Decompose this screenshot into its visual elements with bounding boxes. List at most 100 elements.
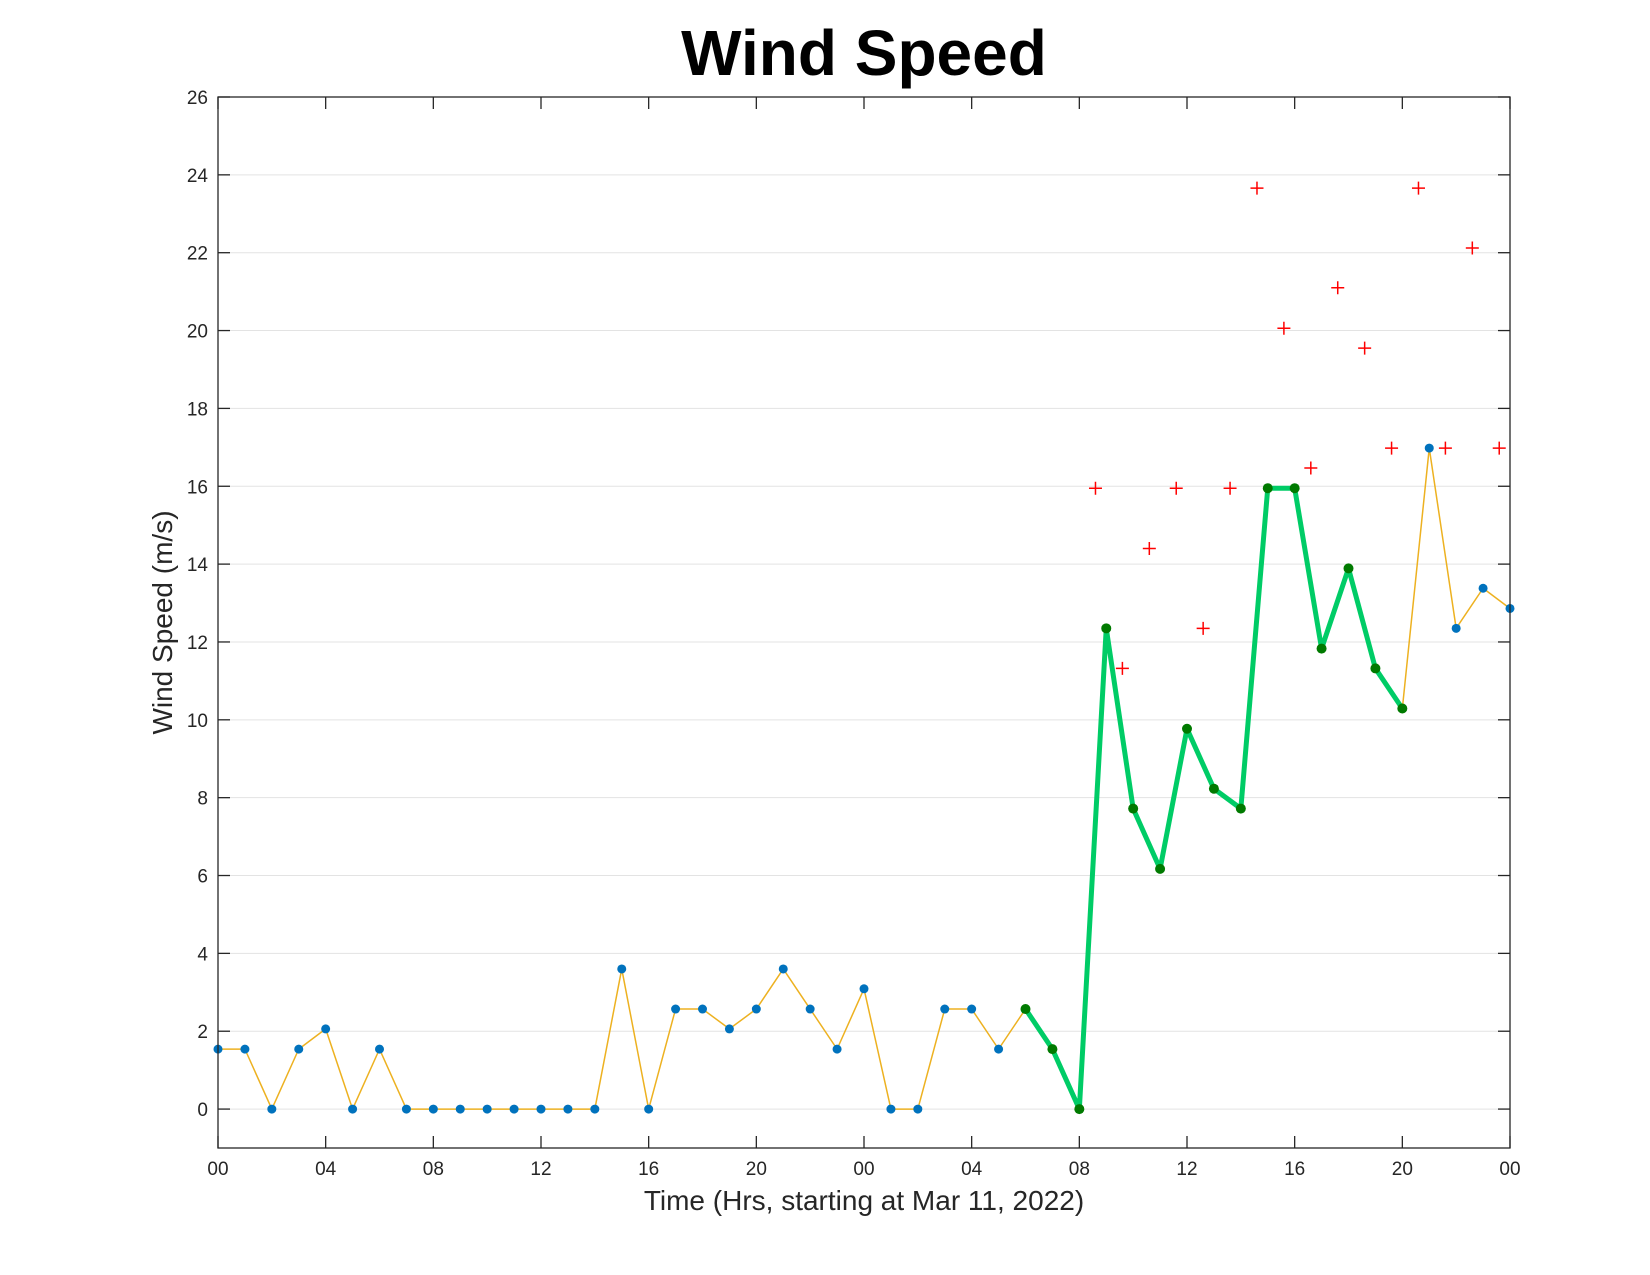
wind-speed-point <box>859 984 869 994</box>
wind-speed-point <box>321 1024 331 1034</box>
highlighted-period-point <box>1182 723 1192 734</box>
highlighted-period-point <box>1074 1104 1085 1115</box>
highlighted-period-point <box>1128 803 1139 814</box>
highlighted-period-point <box>1101 623 1112 634</box>
highlighted-period-point <box>1235 803 1246 814</box>
highlighted-period-point <box>1262 483 1273 494</box>
x-tick-label: 16 <box>1284 1159 1305 1180</box>
x-tick-label: 20 <box>746 1159 767 1180</box>
wind-speed-point <box>375 1044 384 1054</box>
highlighted-period-point <box>1316 643 1327 654</box>
x-tick-label: 08 <box>1069 1159 1090 1180</box>
highlighted-period-point <box>1047 1044 1058 1055</box>
wind-speed-point <box>240 1044 250 1054</box>
gust-marker <box>1411 181 1425 195</box>
wind-speed-point <box>751 1004 761 1014</box>
y-tick-label: 10 <box>187 711 208 732</box>
gust-marker <box>1358 341 1372 355</box>
wind-speed-point <box>913 1104 923 1114</box>
gust-marker <box>1492 441 1506 455</box>
wind-speed-point <box>778 964 788 974</box>
y-tick-label: 16 <box>187 477 208 498</box>
y-tick-label: 26 <box>187 88 208 109</box>
wind-speed-point <box>401 1104 411 1114</box>
highlighted-period-point <box>1343 563 1354 574</box>
wind-speed-point <box>644 1104 654 1114</box>
gust-marker <box>1277 321 1291 335</box>
wind-speed-point <box>994 1044 1004 1054</box>
y-tick-label: 24 <box>187 166 209 187</box>
highlighted-period-point <box>1155 863 1166 874</box>
wind-speed-point <box>940 1004 950 1014</box>
wind-speed-point <box>455 1104 465 1114</box>
gust-marker <box>1169 481 1183 495</box>
wind-speed-point <box>805 1004 815 1014</box>
wind-speed-point <box>671 1004 681 1014</box>
wind-speed-point <box>1424 443 1434 453</box>
wind-speed-point <box>886 1104 896 1114</box>
highlighted-period-point <box>1397 703 1408 714</box>
gust-marker <box>1088 481 1102 495</box>
chart-title: Wind Speed <box>681 17 1047 89</box>
x-tick-label: 16 <box>638 1159 659 1180</box>
highlighted-period-point <box>1289 483 1300 494</box>
x-tick-label: 00 <box>853 1159 874 1180</box>
wind-speed-point <box>563 1104 573 1114</box>
wind-speed-point <box>1451 623 1461 633</box>
x-tick-label: 04 <box>315 1159 337 1180</box>
x-tick-label: 20 <box>1392 1159 1413 1180</box>
wind-speed-point <box>617 964 627 974</box>
wind-speed-point <box>348 1104 358 1114</box>
x-tick-label: 04 <box>961 1159 983 1180</box>
y-tick-label: 22 <box>187 244 208 265</box>
gust-marker <box>1331 281 1345 295</box>
x-tick-label: 12 <box>530 1159 551 1180</box>
wind-speed-point <box>482 1104 492 1114</box>
x-tick-label: 12 <box>1176 1159 1197 1180</box>
plot-area <box>218 97 1510 1148</box>
y-tick-label: 18 <box>187 399 208 420</box>
wind-speed-point <box>967 1004 977 1014</box>
y-tick-label: 2 <box>197 1022 208 1043</box>
y-tick-label: 14 <box>187 555 209 576</box>
y-tick-label: 12 <box>187 633 208 654</box>
series-layer <box>213 181 1515 1115</box>
gust-marker <box>1115 661 1129 675</box>
gust-marker <box>1142 542 1156 556</box>
wind-speed-point <box>536 1104 546 1114</box>
x-tick-label: 08 <box>423 1159 444 1180</box>
highlighted-period-series <box>1020 483 1408 1115</box>
wind-speed-point <box>428 1104 438 1114</box>
x-tick-label: 00 <box>207 1159 228 1180</box>
wind-speed-point <box>832 1044 842 1054</box>
wind-speed-point <box>724 1024 734 1034</box>
y-tick-label: 6 <box>197 867 208 888</box>
grid-lines <box>218 96 1510 1110</box>
wind-speed-point <box>294 1044 304 1054</box>
y-tick-label: 4 <box>197 944 208 965</box>
highlighted-period-point <box>1208 783 1219 794</box>
y-tick-label: 20 <box>187 322 208 343</box>
gust-marker <box>1304 461 1318 475</box>
gust-marker <box>1250 181 1264 195</box>
wind-speed-point <box>1478 583 1488 593</box>
highlighted-period-point <box>1370 663 1381 674</box>
gust-marker <box>1465 241 1479 255</box>
gust-marker <box>1385 441 1399 455</box>
y-tick-label: 8 <box>197 789 208 810</box>
highlighted-period-point <box>1020 1004 1031 1015</box>
wind-speed-point <box>267 1104 277 1114</box>
gusts-series <box>1088 181 1506 675</box>
gust-marker <box>1223 481 1237 495</box>
wind-speed-point <box>698 1004 707 1014</box>
wind-speed-point <box>509 1104 519 1114</box>
wind-speed-point <box>590 1104 600 1114</box>
x-axis-label: Time (Hrs, starting at Mar 11, 2022) <box>644 1185 1084 1216</box>
y-axis-label: Wind Speed (m/s) <box>147 510 178 734</box>
gust-marker <box>1438 441 1452 455</box>
gust-marker <box>1196 621 1210 635</box>
x-tick-label: 00 <box>1499 1159 1520 1180</box>
y-tick-label: 0 <box>197 1100 208 1121</box>
